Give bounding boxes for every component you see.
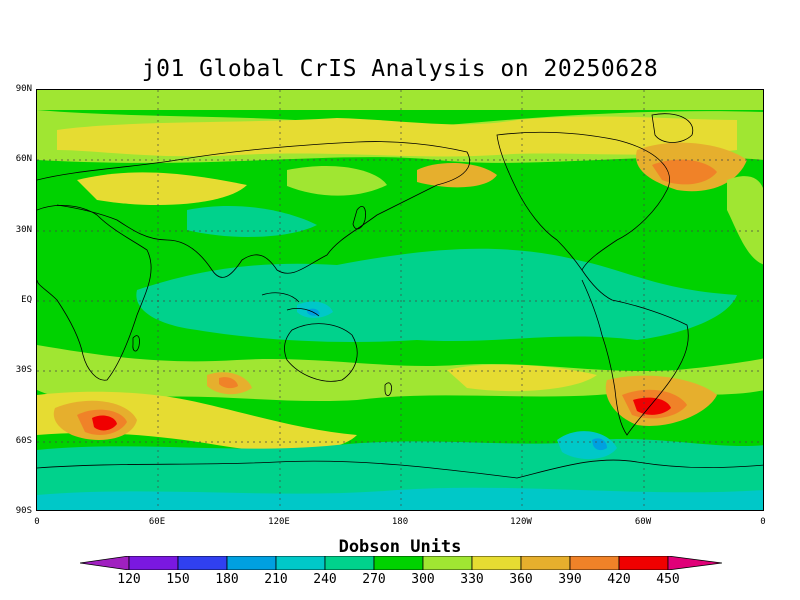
lon-tick-60e: 60E	[148, 517, 166, 527]
colorbar-label-360: 360	[509, 572, 533, 587]
colorbar-segment-420-450	[618, 556, 669, 570]
colorbar-label-210: 210	[264, 572, 288, 587]
lon-tick-60w: 60W	[634, 517, 652, 527]
colorbar-label-300: 300	[411, 572, 435, 587]
lat-tick-60n: 60N	[15, 154, 32, 164]
ozone-map	[36, 89, 764, 511]
lat-tick-60s: 60S	[15, 436, 32, 446]
lon-tick-120w: 120W	[510, 517, 532, 527]
colorbar-segment-above-450	[667, 556, 722, 570]
colorbar-segment-180-210	[226, 556, 277, 570]
lat-tick-90s: 90S	[15, 506, 32, 516]
colorbar-segment-360-390	[520, 556, 571, 570]
colorbar-segment-210-240	[275, 556, 326, 570]
colorbar-label-420: 420	[607, 572, 631, 587]
colorbar-label-330: 330	[460, 572, 484, 587]
colorbar-label-270: 270	[362, 572, 386, 587]
colorbar-segment-330-360	[471, 556, 522, 570]
lon-tick-180: 180	[391, 517, 409, 527]
colorbar-segment-300-330	[422, 556, 473, 570]
colorbar	[80, 556, 722, 570]
colorbar-segment-120-150	[128, 556, 179, 570]
colorbar-label-450: 450	[656, 572, 680, 587]
lat-tick-30n: 30N	[15, 225, 32, 235]
lon-tick-120e: 120E	[268, 517, 290, 527]
colorbar-segment-270-300	[373, 556, 424, 570]
colorbar-segment-150-180	[177, 556, 228, 570]
lon-tick-0: 0	[34, 517, 40, 527]
lat-tick-eq: EQ	[21, 295, 32, 305]
colorbar-segment-390-420	[569, 556, 620, 570]
colorbar-label-180: 180	[215, 572, 239, 587]
coastlines	[37, 113, 763, 479]
ozone-field	[37, 90, 763, 510]
colorbar-label-150: 150	[166, 572, 190, 587]
colorbar-segment-below-120	[80, 556, 130, 570]
lat-tick-30s: 30S	[15, 365, 32, 375]
map-title: j01 Global CrIS Analysis on 20250628	[141, 56, 659, 82]
lat-tick-90n: 90N	[15, 84, 32, 94]
colorbar-label-390: 390	[558, 572, 582, 587]
grid-lines	[37, 90, 763, 510]
lon-tick-0-end: 0	[760, 517, 766, 527]
colorbar-title: Dobson Units	[338, 537, 462, 557]
colorbar-segment-240-270	[324, 556, 375, 570]
colorbar-label-240: 240	[313, 572, 337, 587]
colorbar-label-120: 120	[117, 572, 141, 587]
